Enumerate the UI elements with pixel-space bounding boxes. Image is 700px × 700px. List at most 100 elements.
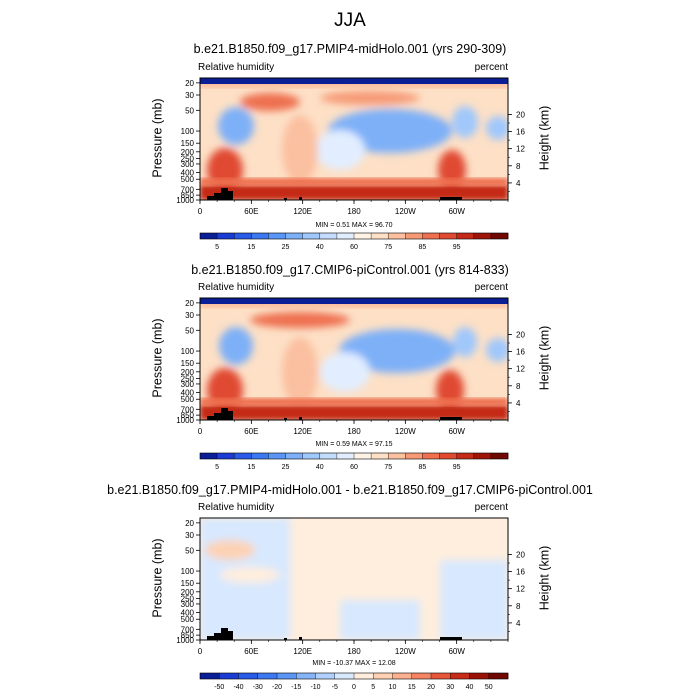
colorbar-label: -10 — [310, 684, 320, 691]
colorbar-swatch — [388, 233, 406, 239]
topography-newguinea — [299, 637, 302, 640]
rh-moist-column — [282, 337, 318, 407]
pressure-tick-label: 200 — [181, 588, 195, 597]
colorbar-swatch — [354, 233, 372, 239]
pressure-tick-label: 700 — [181, 185, 195, 194]
diff-positive-mid — [220, 567, 280, 583]
colorbar-label: 85 — [419, 244, 427, 251]
pressure-tick-label: 20 — [185, 519, 194, 528]
colorbar-swatch — [302, 453, 321, 459]
colorbar-swatch — [354, 673, 374, 679]
colorbar-swatch — [257, 673, 278, 679]
pressure-tick-label: 300 — [181, 600, 195, 609]
height-tick-label: 12 — [516, 365, 525, 374]
colorbar-swatch — [488, 673, 509, 679]
panel-3-minmax: MIN = -10.37 MAX = 12.08 — [312, 660, 396, 667]
colorbar-label: 60 — [350, 464, 358, 471]
diff-negative-east — [440, 560, 508, 640]
rh-dry-area-central — [315, 130, 365, 170]
colorbar-swatch — [456, 233, 475, 239]
height-tick-label: 12 — [516, 145, 525, 154]
panel-2-title: b.e21.B1850.f09_g17.CMIP6-piControl.001 … — [191, 263, 509, 277]
pressure-tick-label: 700 — [181, 405, 195, 414]
topography-africa — [207, 188, 233, 200]
rh-dry-area-africa — [219, 327, 253, 365]
rh-dry-area-africa — [218, 107, 254, 145]
colorbar-swatch — [431, 673, 451, 679]
pressure-tick-label: 100 — [181, 347, 195, 356]
pressure-tick-label: 250 — [181, 374, 195, 383]
height-tick-label: 16 — [516, 128, 525, 137]
colorbar-label: 60 — [350, 244, 358, 251]
panel-1-variable: Relative humidity — [198, 62, 275, 73]
colorbar-swatch — [450, 673, 470, 679]
pressure-tick-label: 100 — [181, 567, 195, 576]
panel-2-field — [200, 298, 508, 420]
colorbar-label: 50 — [485, 684, 493, 691]
longitude-tick-label: 120E — [293, 647, 312, 656]
colorbar-swatch — [469, 673, 490, 679]
pressure-tick-label: 500 — [181, 615, 195, 624]
colorbar-label: 5 — [215, 464, 219, 471]
pressure-tick-label: 850 — [181, 631, 195, 640]
colorbar-swatch — [268, 453, 286, 459]
colorbar-label: 15 — [247, 244, 255, 251]
height-tick-label: 16 — [516, 348, 525, 357]
colorbar-swatch — [422, 453, 440, 459]
rh-boundary-layer — [200, 405, 508, 420]
colorbar-label: 85 — [419, 464, 427, 471]
rh-dry-area-america — [453, 327, 477, 357]
colorbar-label: -50 — [214, 684, 224, 691]
height-tick-label: 4 — [516, 619, 521, 628]
colorbar-swatch — [354, 453, 372, 459]
height-tick-label: 4 — [516, 399, 521, 408]
panel-3-units: percent — [474, 502, 508, 513]
colorbar-swatch — [217, 233, 235, 239]
diff-positive-upper — [205, 540, 255, 560]
colorbar-swatch — [238, 673, 259, 679]
panel-3-title: b.e21.B1850.f09_g17.PMIP4-midHolo.001 - … — [107, 483, 593, 497]
diff-negative-surface — [340, 600, 420, 640]
height-tick-label: 20 — [516, 330, 525, 339]
pressure-tick-label: 500 — [181, 395, 195, 404]
rh-dry-area-america — [452, 106, 478, 138]
pressure-tick-label: 400 — [181, 389, 195, 398]
colorbar-label: 25 — [282, 464, 290, 471]
pressure-tick-label: 150 — [181, 139, 195, 148]
colorbar-swatch — [405, 233, 423, 239]
rh-stratosphere-band — [200, 298, 508, 304]
height-tick-label: 20 — [516, 550, 525, 559]
longitude-tick-label: 0 — [198, 647, 203, 656]
height-tick-label: 8 — [516, 382, 521, 391]
colorbar-swatch — [277, 673, 297, 679]
colorbar-label: -20 — [272, 684, 282, 691]
topography-andes — [440, 417, 462, 420]
pressure-tick-label: 300 — [181, 380, 195, 389]
colorbar-swatch — [439, 453, 457, 459]
colorbar-label: 10 — [389, 684, 397, 691]
colorbar-swatch — [200, 673, 220, 679]
longitude-tick-label: 120E — [293, 427, 312, 436]
colorbar-swatch — [200, 453, 218, 459]
pressure-tick-label: 20 — [185, 79, 194, 88]
pressure-tick-label: 300 — [181, 160, 195, 169]
colorbar-swatch — [456, 453, 475, 459]
colorbar-label: 75 — [384, 464, 392, 471]
colorbar-swatch — [234, 233, 252, 239]
colorbar-swatch — [439, 233, 457, 239]
panel-1-field — [200, 78, 508, 200]
colorbar-label: 15 — [247, 464, 255, 471]
colorbar-swatch — [234, 453, 252, 459]
colorbar-swatch — [302, 233, 321, 239]
longitude-tick-label: 60W — [448, 647, 465, 656]
topography-andes — [440, 197, 462, 200]
pressure-tick-label: 400 — [181, 609, 195, 618]
pressure-tick-label: 500 — [181, 175, 195, 184]
colorbar-swatch — [405, 453, 423, 459]
rh-boundary-layer-top — [200, 178, 508, 186]
longitude-tick-label: 120W — [395, 647, 416, 656]
rh-boundary-layer-top — [200, 398, 508, 406]
topography-indonesia — [284, 638, 287, 640]
colorbar-swatch — [473, 453, 492, 459]
